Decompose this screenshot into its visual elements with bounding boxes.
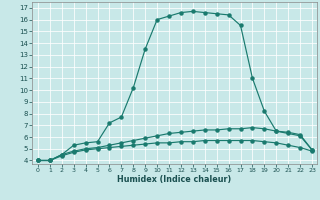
- X-axis label: Humidex (Indice chaleur): Humidex (Indice chaleur): [117, 175, 232, 184]
